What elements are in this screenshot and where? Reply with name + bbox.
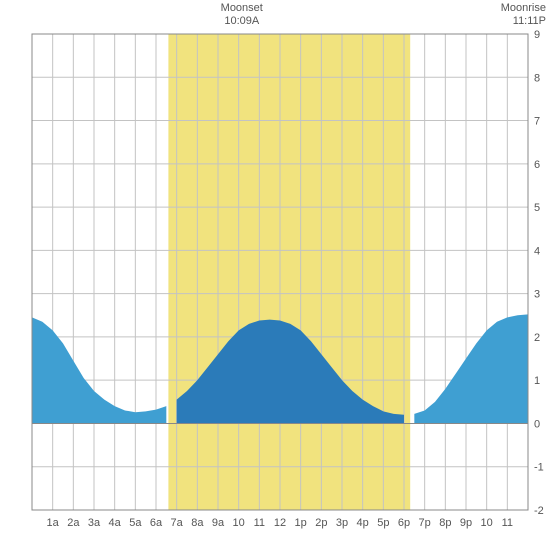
- x-tick-label: 10: [233, 517, 245, 529]
- x-tick-label: 6a: [150, 517, 163, 529]
- x-tick-label: 1p: [295, 517, 307, 529]
- y-tick-label: 7: [534, 116, 540, 128]
- x-tick-label: 8p: [439, 517, 451, 529]
- x-tick-label: 11: [254, 517, 265, 529]
- x-tick-label: 10: [481, 517, 493, 529]
- y-tick-label: 2: [534, 332, 540, 344]
- moonset-time: 10:09A: [212, 15, 272, 28]
- x-tick-label: 7a: [171, 517, 184, 529]
- x-tick-label: 1a: [47, 517, 60, 529]
- chart-svg: 1a2a3a4a5a6a7a8a9a1011121p2p3p4p5p6p7p8p…: [0, 0, 550, 550]
- x-tick-label: 9a: [212, 517, 225, 529]
- y-tick-label: 0: [534, 418, 540, 430]
- y-tick-label: 1: [534, 375, 540, 387]
- y-tick-label: 8: [534, 72, 540, 84]
- y-tick-label: -1: [534, 462, 544, 474]
- x-tick-label: 6p: [398, 517, 410, 529]
- y-tick-label: 3: [534, 289, 540, 301]
- x-tick-label: 5p: [377, 517, 389, 529]
- moonrise-label: Moonrise 11:11P: [501, 2, 546, 28]
- y-tick-label: 9: [534, 29, 540, 41]
- x-tick-label: 12: [274, 517, 286, 529]
- moonrise-title: Moonrise: [501, 2, 546, 15]
- moonset-label: Moonset 10:09A: [212, 2, 272, 28]
- x-tick-label: 3p: [336, 517, 348, 529]
- moonrise-time: 11:11P: [501, 15, 546, 28]
- x-tick-label: 4a: [109, 517, 122, 529]
- x-tick-label: 7p: [419, 517, 431, 529]
- x-tick-label: 9p: [460, 517, 472, 529]
- x-tick-label: 11: [502, 517, 513, 529]
- x-tick-label: 5a: [129, 517, 142, 529]
- x-tick-label: 4p: [357, 517, 369, 529]
- x-tick-label: 3a: [88, 517, 101, 529]
- moonset-title: Moonset: [212, 2, 272, 15]
- x-tick-label: 8a: [191, 517, 204, 529]
- y-tick-label: -2: [534, 505, 544, 517]
- y-tick-label: 4: [534, 245, 540, 257]
- tide-chart: Moonset 10:09A Moonrise 11:11P 1a 2a 3a 4a 5…: [0, 0, 550, 550]
- x-tick-label: 2a: [67, 517, 80, 529]
- y-tick-label: 5: [534, 202, 540, 214]
- x-tick-label: 2p: [315, 517, 327, 529]
- y-tick-label: 6: [534, 159, 540, 171]
